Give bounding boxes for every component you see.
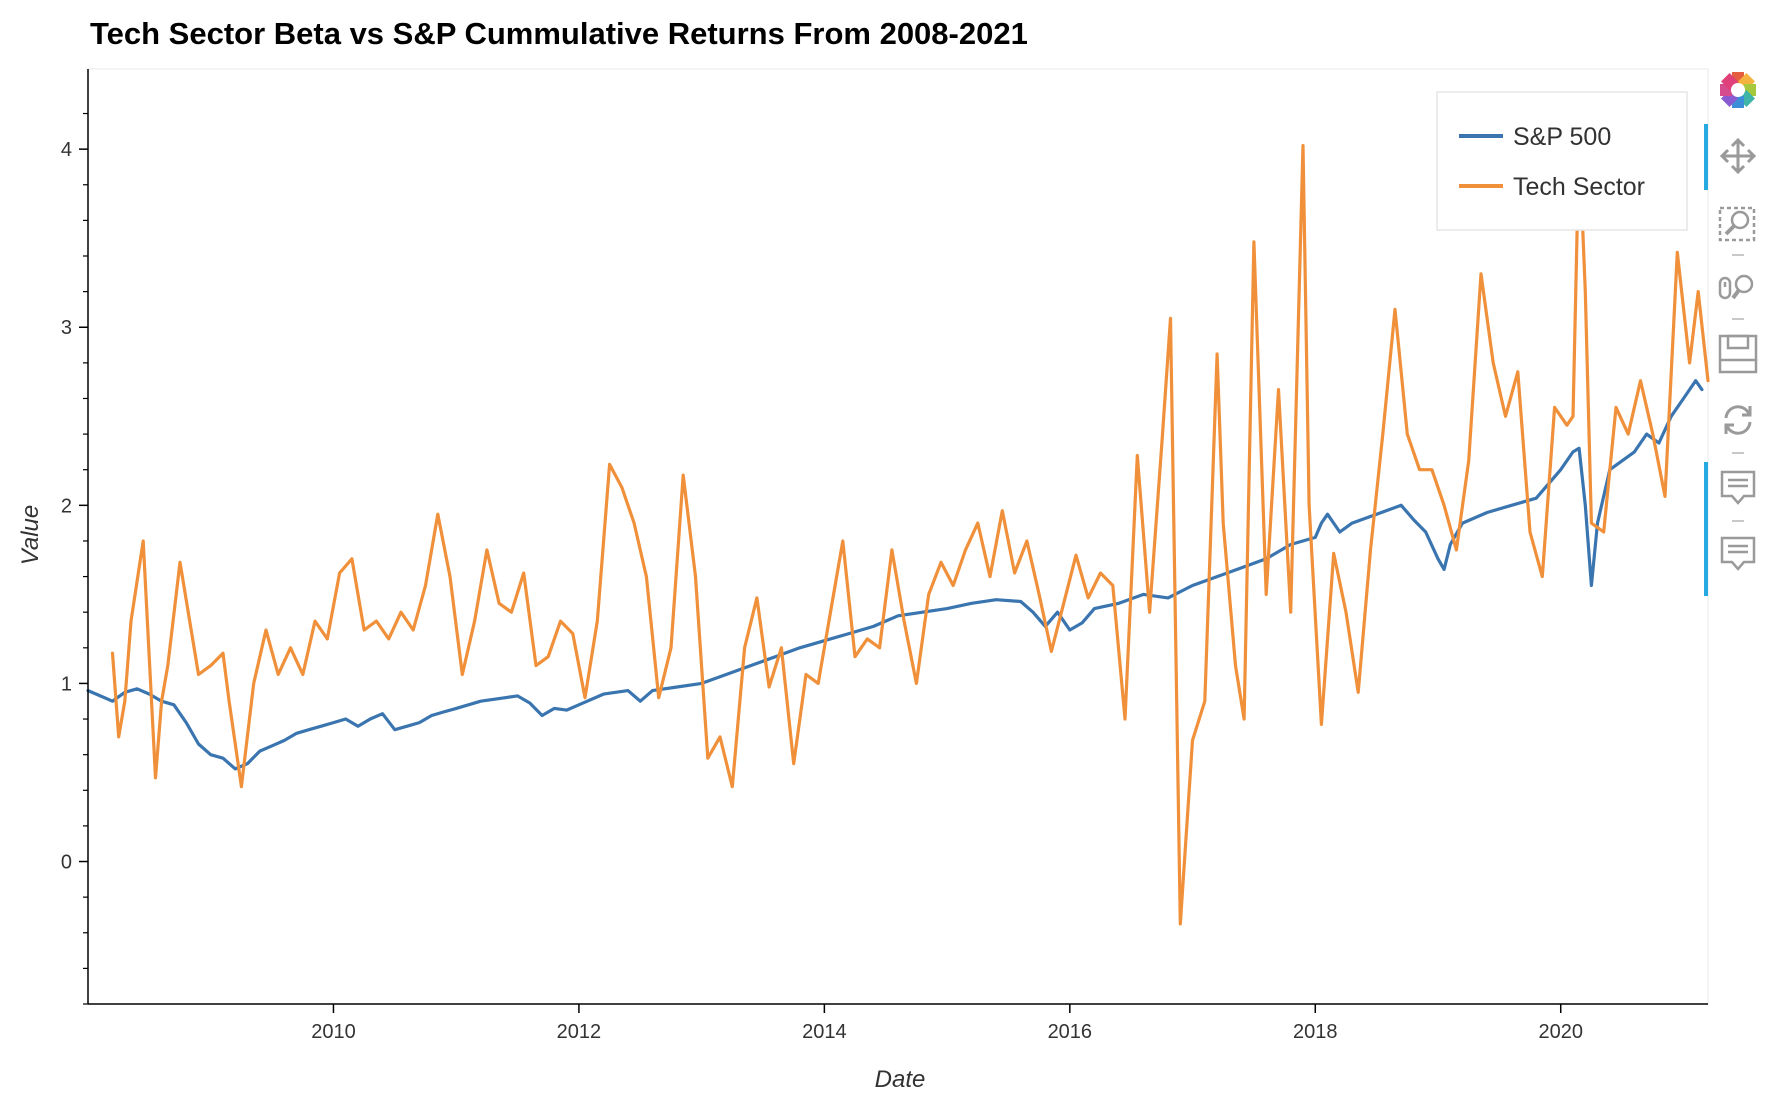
x-tick-label: 2016 (1048, 1021, 1093, 1043)
chart-title: Tech Sector Beta vs S&P Cummulative Retu… (90, 16, 1028, 51)
series-line-sp500 (86, 379, 1704, 771)
legend-label-tech: Tech Sector (1513, 173, 1645, 201)
series-layer (86, 138, 1710, 926)
save-icon[interactable] (1714, 330, 1762, 378)
toolbar-separator (1732, 520, 1744, 522)
pan-icon[interactable] (1714, 132, 1762, 180)
x-tick-label: 2010 (311, 1021, 356, 1043)
legend-box (1436, 91, 1688, 231)
legend: S&P 500 Tech Sector (1436, 91, 1688, 231)
pan-active-indicator (1704, 124, 1708, 190)
box-zoom-icon[interactable] (1714, 200, 1762, 248)
hover-icon[interactable] (1714, 530, 1762, 578)
x-axis-title: Date (875, 1066, 926, 1093)
reset-icon[interactable] (1714, 396, 1762, 444)
axes-layer: 0 1 2 3 4 2010 2012 2014 2016 2018 2020 (61, 69, 1708, 1043)
toolbar-separator (1732, 318, 1744, 320)
y-tick-label: 2 (61, 495, 72, 517)
y-tick-label: 1 (61, 673, 72, 695)
y-tick-label: 4 (61, 139, 72, 161)
hover-icon[interactable] (1714, 464, 1762, 512)
x-tick-label: 2014 (802, 1021, 847, 1043)
toolbar-separator (1732, 254, 1744, 256)
y-tick-label: 0 (61, 852, 72, 874)
x-tick-label: 2020 (1538, 1021, 1583, 1043)
wheel-zoom-icon[interactable] (1714, 264, 1762, 312)
toolbar (1704, 60, 1768, 620)
hover-active-indicator (1704, 462, 1708, 596)
x-tick-label: 2012 (557, 1021, 602, 1043)
legend-label-sp500: S&P 500 (1513, 123, 1611, 151)
toolbar-separator (1732, 452, 1744, 454)
y-tick-label: 3 (61, 317, 72, 339)
x-tick-label: 2018 (1293, 1021, 1338, 1043)
y-axis-title: Value (17, 505, 44, 566)
series-line-tech-sector (110, 138, 1710, 926)
bokeh-logo-icon[interactable] (1714, 66, 1762, 114)
